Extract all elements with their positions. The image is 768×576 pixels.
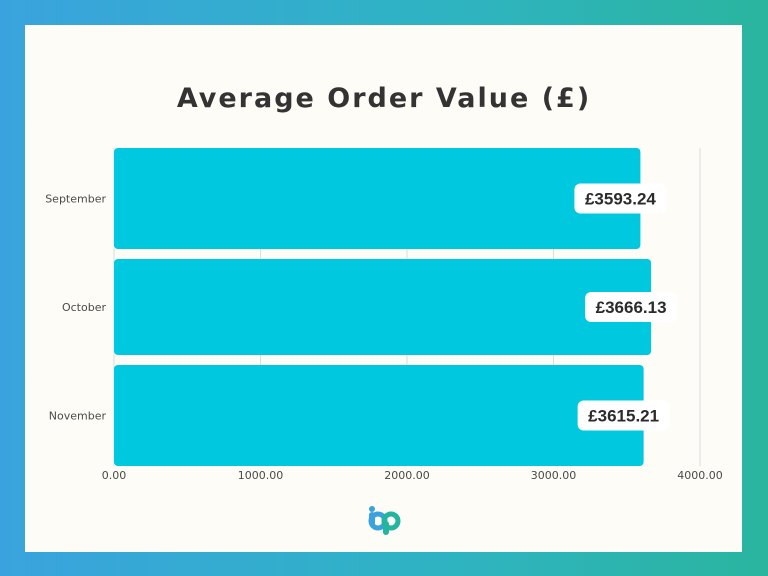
x-tick-label: 0.00	[102, 469, 127, 482]
data-label: £3593.24	[585, 190, 656, 209]
x-tick-label: 3000.00	[531, 469, 577, 482]
data-label-box	[574, 183, 667, 214]
x-tick-label: 4000.00	[677, 469, 723, 482]
data-labels: £3593.24 £3666.13 £3615.21	[574, 183, 678, 431]
bar-november	[114, 365, 644, 466]
data-label-box	[585, 292, 678, 322]
data-label: £3666.13	[596, 298, 667, 317]
chart-title: Average Order Value (£)	[176, 83, 592, 114]
category-labels: September October November	[45, 193, 106, 423]
data-label-box	[577, 400, 670, 431]
category-label: September	[45, 193, 106, 206]
x-tick-labels: 0.00 1000.00 2000.00 3000.00 4000.00	[102, 469, 723, 482]
x-tick-label: 1000.00	[238, 469, 284, 482]
data-label: £3615.21	[588, 407, 659, 426]
bar-october	[114, 259, 652, 355]
category-label: November	[49, 410, 107, 423]
bp-logo-icon	[368, 506, 401, 535]
bar-september	[114, 148, 641, 249]
bars	[114, 148, 652, 466]
x-tick-label: 2000.00	[384, 469, 430, 482]
category-label: October	[62, 301, 106, 314]
